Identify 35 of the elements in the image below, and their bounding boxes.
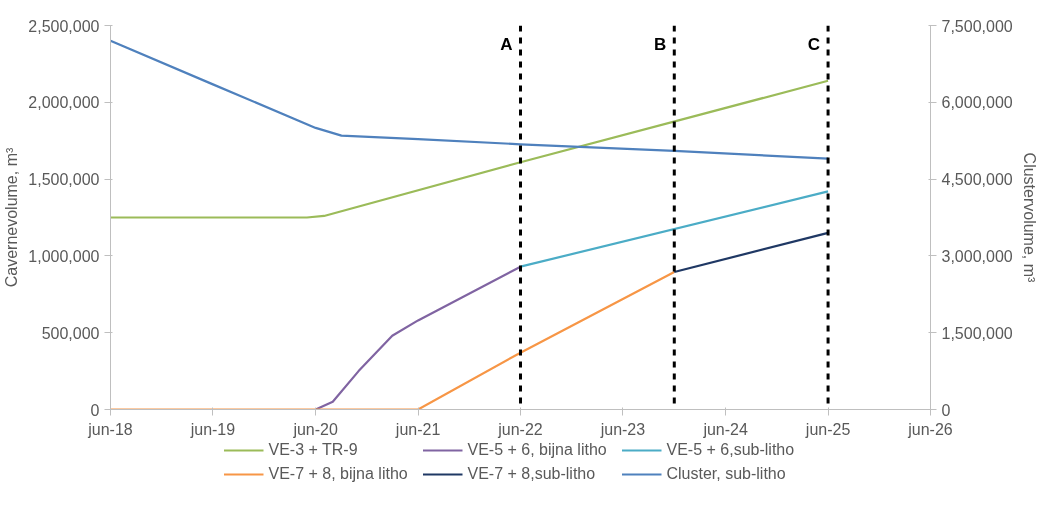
x-tick-label: jun-25 xyxy=(804,420,851,438)
legend-label: Cluster, sub-litho xyxy=(666,465,787,483)
y2-tick-label: 7,500,000 xyxy=(941,17,1013,35)
y-tick-label: 1,500,000 xyxy=(28,171,100,189)
line-series xyxy=(314,265,522,410)
y-axis-title: Cavernevolume, m³ xyxy=(3,147,21,288)
y2-tick-label: 4,500,000 xyxy=(941,171,1013,189)
y-tick-label: 2,500,000 xyxy=(28,17,100,35)
ref-line-label: C xyxy=(807,34,821,54)
legend-label: VE-5 + 6, bijna litho xyxy=(467,441,608,459)
y-tick-label: 2,000,000 xyxy=(28,94,100,112)
x-tick-label: jun-22 xyxy=(497,420,543,438)
y2-tick-label: 3,000,000 xyxy=(941,247,1013,265)
x-tick-label: jun-26 xyxy=(907,420,953,438)
x-tick-label: jun-20 xyxy=(292,420,338,438)
legend-label: VE-7 + 8, bijna litho xyxy=(268,465,409,483)
legend-label: VE-7 + 8,sub-litho xyxy=(467,465,597,483)
x-tick-label: jun-19 xyxy=(189,420,236,438)
ref-line-label: B xyxy=(654,34,667,54)
x-tick-label: jun-21 xyxy=(394,420,441,438)
ref-line-label: A xyxy=(500,34,513,54)
legend-label: VE-3 + TR-9 xyxy=(268,441,359,459)
y-tick-label: 500,000 xyxy=(41,324,100,342)
x-tick-label: jun-18 xyxy=(87,420,133,438)
line-series xyxy=(110,39,830,160)
y2-tick-label: 6,000,000 xyxy=(941,94,1013,112)
x-tick-label: jun-24 xyxy=(702,420,748,438)
x-tick-label: jun-23 xyxy=(599,420,646,438)
y2-tick-label: 1,500,000 xyxy=(941,324,1013,342)
y-tick-label: 1,000,000 xyxy=(28,247,100,265)
y2-axis-title: Clustervolume, m³ xyxy=(1020,152,1038,284)
y-tick-label: 0 xyxy=(90,401,100,419)
legend-label: VE-5 + 6,sub-litho xyxy=(666,441,796,459)
y2-tick-label: 0 xyxy=(941,401,951,419)
line-series xyxy=(110,79,830,219)
